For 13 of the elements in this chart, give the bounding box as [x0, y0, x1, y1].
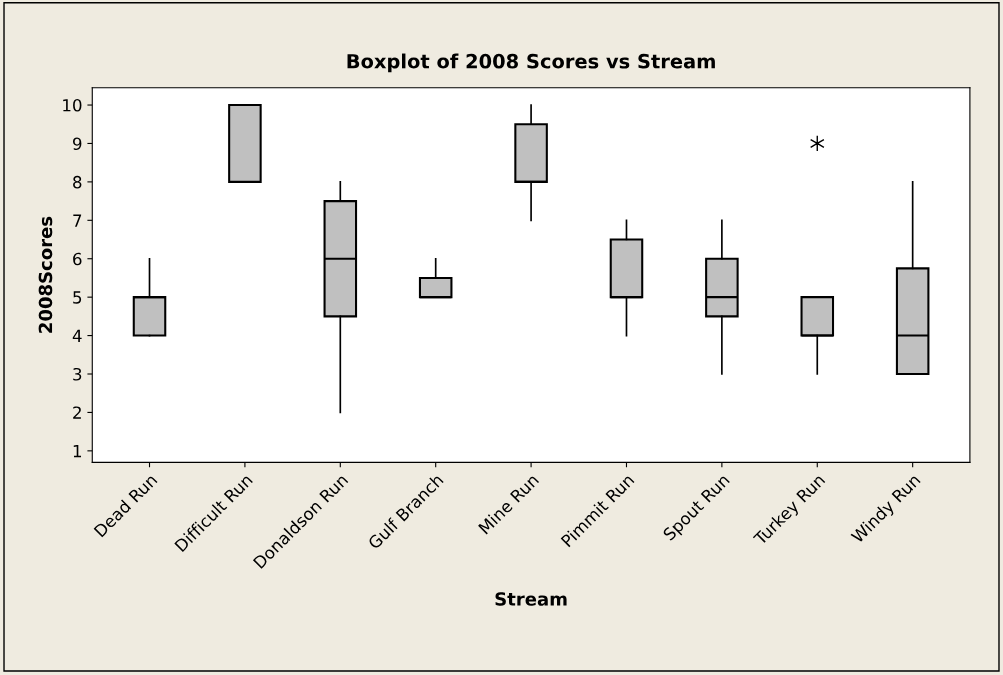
y-tick-label: 2 [73, 406, 81, 419]
y-tick-label: 9 [73, 137, 82, 151]
y-tick-label: 1 [73, 445, 82, 458]
y-axis-title: 2008Scores [38, 216, 53, 333]
y-tick-label: 3 [73, 367, 82, 381]
chart-title: Boxplot of 2008 Scores vs Stream [347, 53, 715, 73]
y-tick-label: 7 [73, 214, 82, 227]
y-tick-label: 10 [63, 99, 82, 112]
y-tick-label: 6 [73, 252, 82, 266]
y-tick-label: 4 [72, 329, 82, 342]
x-axis-title: Stream [495, 592, 567, 606]
y-tick-label: 8 [73, 175, 82, 189]
y-tick-label: 5 [73, 291, 82, 304]
